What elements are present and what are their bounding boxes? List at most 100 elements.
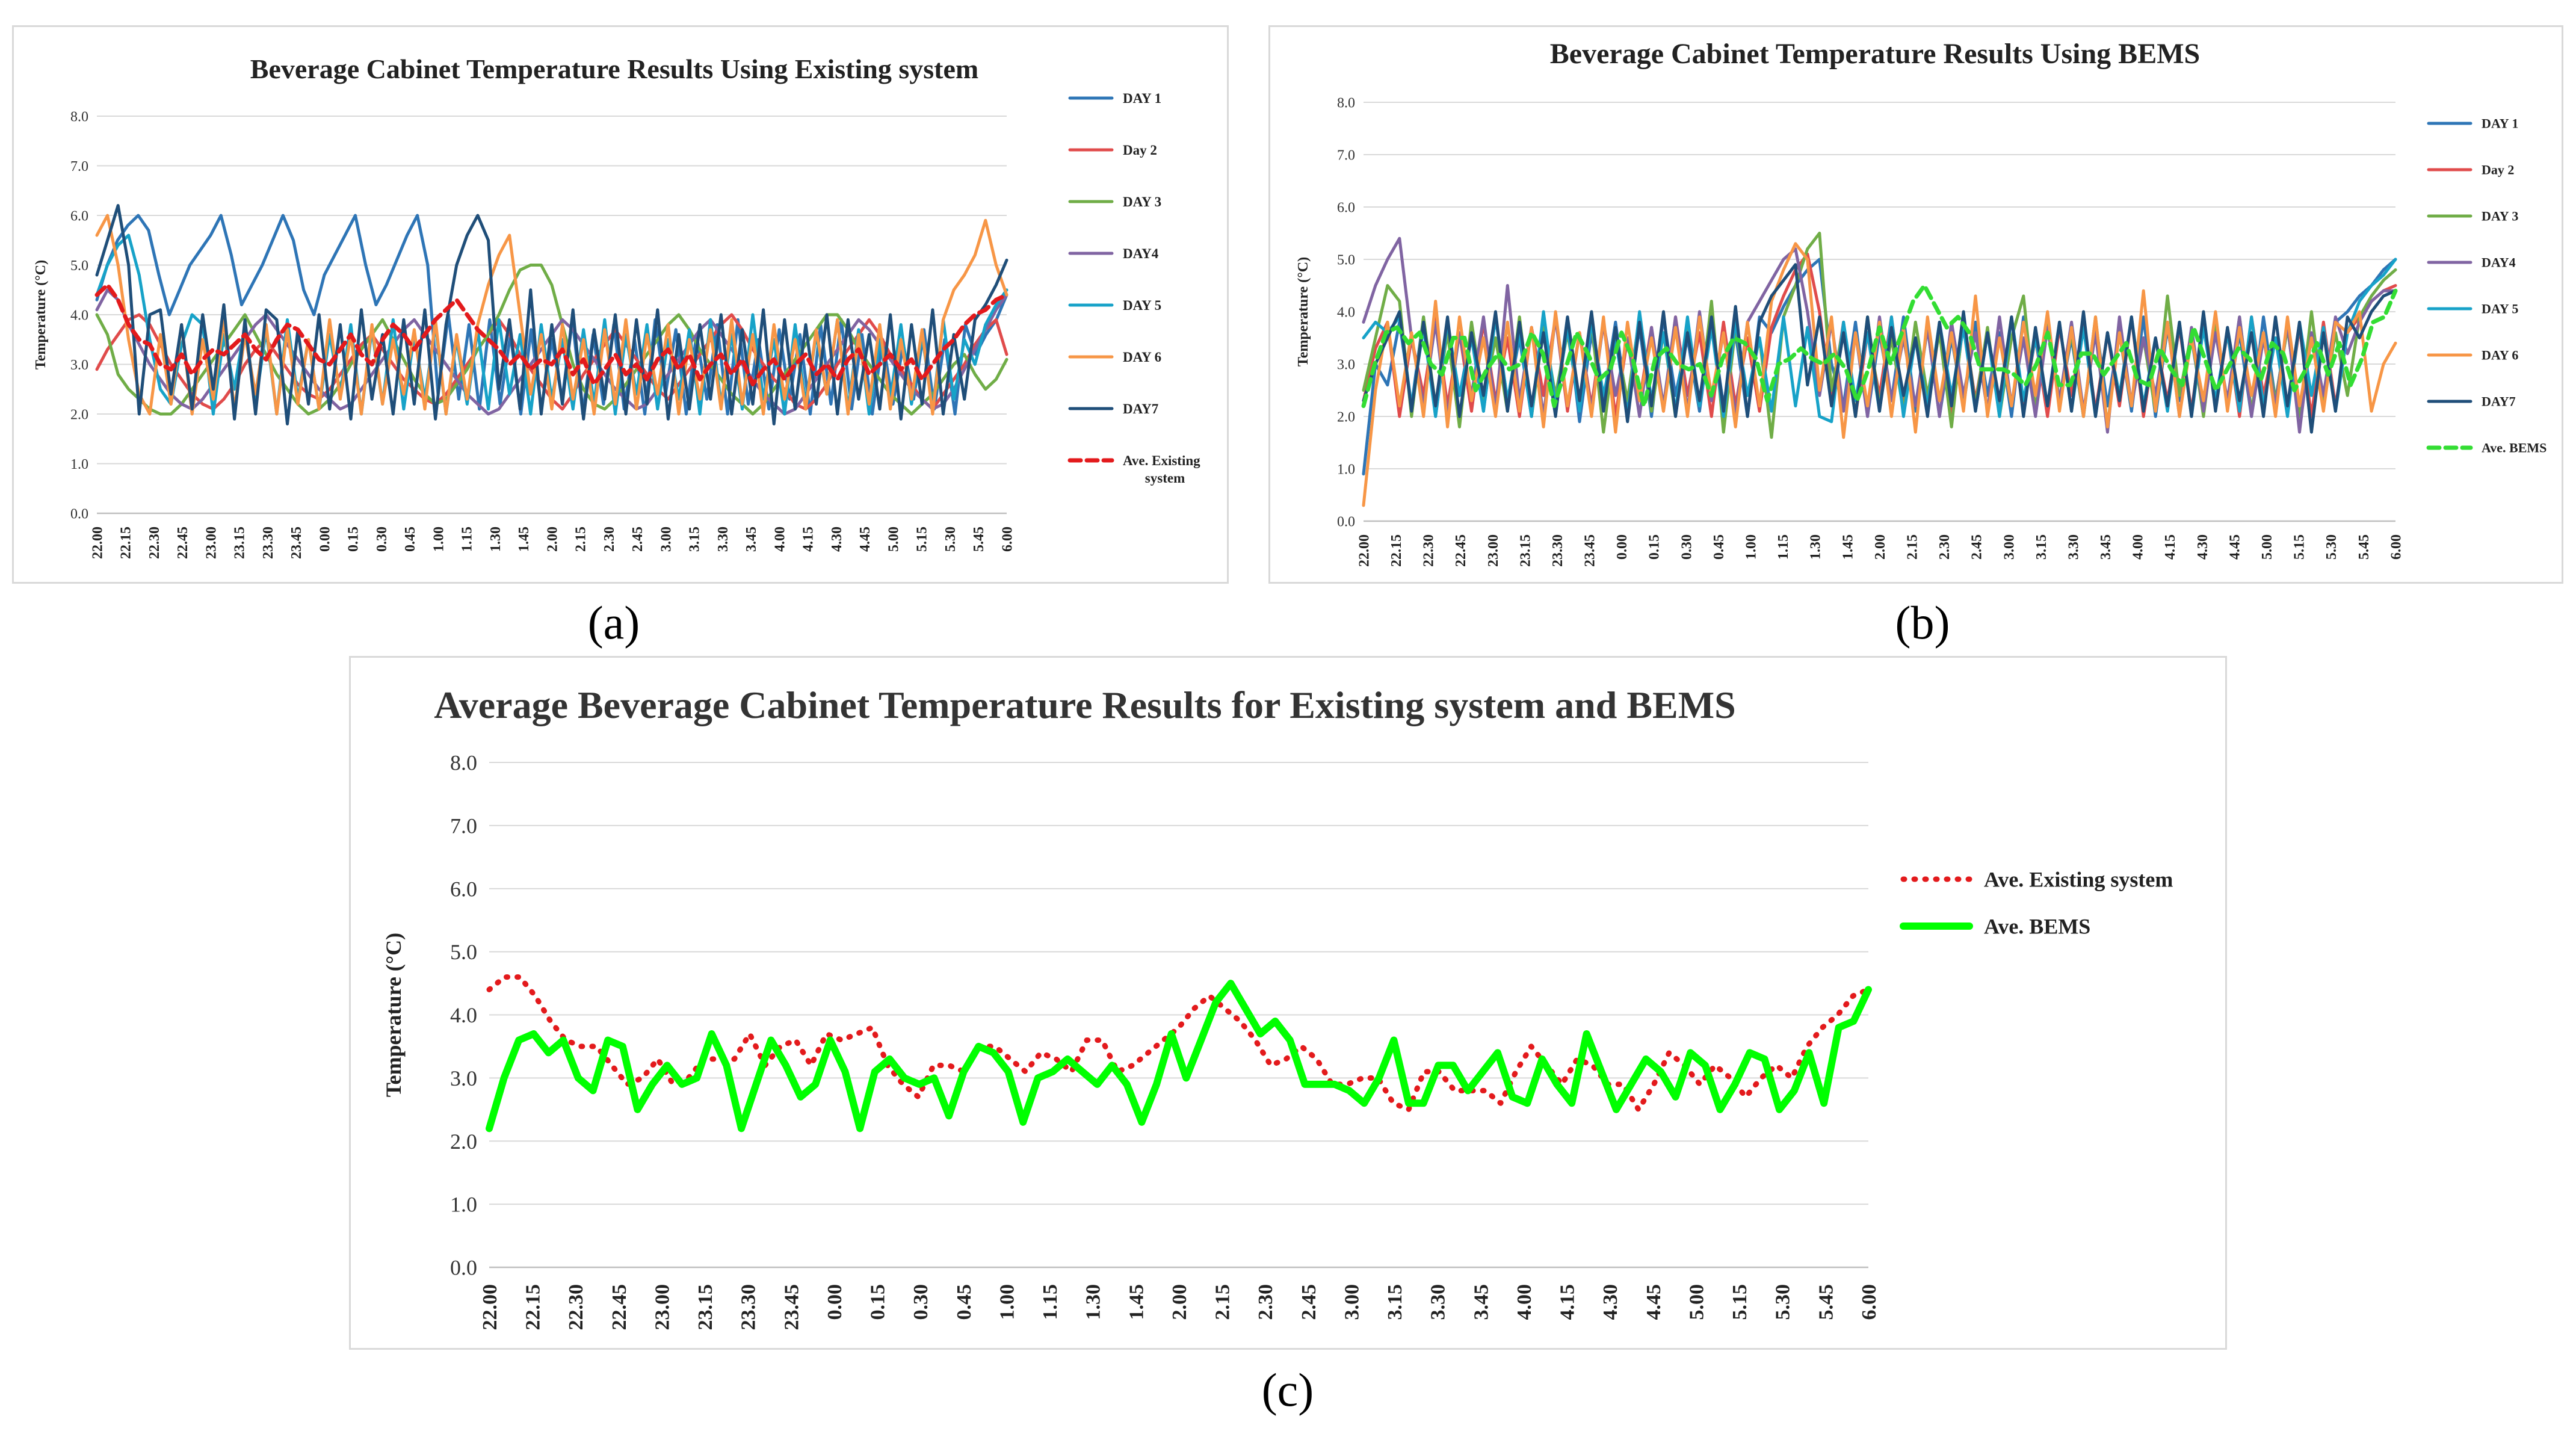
chart-a-legend-label: DAY7: [1123, 401, 1158, 416]
chart-b-x-tick-label: 0.30: [1679, 534, 1694, 560]
chart-a-legend-label: DAY 3: [1123, 194, 1161, 209]
chart-b-x-tick-label: 4.15: [2163, 534, 2178, 560]
chart-a-legend-label: DAY4: [1123, 246, 1159, 261]
chart-a-x-tick-label: 22.15: [119, 527, 134, 559]
chart-c-svg: Average Beverage Cabinet Temperature Res…: [381, 684, 2173, 1330]
chart-b-y-tick-label: 0.0: [1337, 514, 1355, 530]
chart-b-x-tick-label: 2.15: [1904, 534, 1920, 560]
chart-b-x-tick-label: 3.15: [2034, 534, 2049, 560]
chart-a-x-tick-label: 1.30: [488, 527, 504, 552]
chart-b-y-tick-label: 5.0: [1337, 252, 1355, 268]
chart-b-x-tick-label: 5.45: [2356, 534, 2372, 560]
chart-a-x-tick-label: 0.15: [346, 527, 362, 552]
chart-a-y-tick-label: 1.0: [70, 457, 88, 472]
chart-c-x-tick-label: 2.30: [1255, 1284, 1277, 1320]
chart-a-series-line-day-3: [95, 264, 1008, 416]
chart-b-legend-label: Ave. BEMS: [2482, 440, 2547, 456]
chart-b-x-tick-label: 23.15: [1518, 534, 1533, 567]
chart-c-y-tick-label: 6.0: [450, 877, 477, 901]
chart-a-x-tick-label: 22.45: [175, 527, 191, 559]
chart-a-title: Beverage Cabinet Temperature Results Usi…: [250, 54, 978, 84]
chart-a-x-tick-label: 5.00: [886, 527, 901, 552]
chart-a-x-tick-label: 5.45: [971, 527, 987, 552]
caption-c: (c): [1261, 1364, 1314, 1416]
chart-b-x-tick-label: 5.00: [2259, 534, 2275, 560]
chart-c-x-tick-label: 5.15: [1729, 1284, 1751, 1320]
chart-a-x-tick-label: 23.15: [232, 527, 248, 559]
chart-b-x-tick-label: 0.15: [1647, 534, 1663, 560]
chart-c-x-tick-label: 0.15: [867, 1284, 889, 1320]
chart-a-x-tick-label: 0.45: [403, 527, 418, 552]
chart-a-x-tick-label: 1.45: [516, 527, 532, 552]
chart-c-x-tick-label: 23.45: [780, 1284, 803, 1330]
chart-panel-b: Beverage Cabinet Temperature Results Usi…: [1268, 25, 2563, 584]
chart-a-y-tick-label: 4.0: [70, 308, 88, 323]
chart-panel-a: Beverage Cabinet Temperature Results Usi…: [12, 25, 1229, 584]
chart-b-x-tick-label: 22.00: [1356, 534, 1372, 567]
chart-c-x-tick-label: 1.30: [1083, 1284, 1105, 1320]
chart-a-x-tick-label: 4.45: [857, 527, 873, 552]
chart-b-x-tick-label: 1.45: [1840, 534, 1856, 560]
chart-c-title: Average Beverage Cabinet Temperature Res…: [434, 684, 1735, 726]
chart-a-legend-label-cont: system: [1145, 471, 1185, 486]
chart-a-y-tick-label: 5.0: [70, 258, 88, 274]
chart-c-x-tick-label: 23.15: [694, 1284, 717, 1330]
chart-a-x-tick-label: 1.15: [460, 527, 475, 552]
chart-c-x-tick-label: 1.15: [1039, 1284, 1061, 1320]
chart-c-y-tick-label: 2.0: [450, 1130, 477, 1154]
chart-c-legend-label: Ave. Existing system: [1984, 868, 2173, 892]
chart-b-series-line-day-6: [1362, 242, 2397, 507]
chart-c-y-tick-label: 7.0: [450, 814, 477, 838]
chart-b-x-tick-label: 3.45: [2098, 534, 2114, 560]
chart-b-x-tick-label: 22.15: [1389, 534, 1404, 567]
chart-b-x-tick-label: 6.00: [2388, 534, 2404, 560]
chart-c-x-tick-label: 23.00: [651, 1284, 673, 1330]
chart-a-legend-label: DAY 1: [1123, 91, 1161, 106]
chart-a-series-line-day-1: [95, 214, 1008, 416]
chart-c-x-tick-label: 4.30: [1599, 1284, 1622, 1320]
chart-b-x-tick-label: 23.30: [1550, 534, 1566, 567]
chart-c-x-tick-label: 3.15: [1384, 1284, 1406, 1320]
chart-c-x-tick-label: 3.00: [1341, 1284, 1363, 1320]
chart-c-x-tick-label: 3.45: [1470, 1284, 1492, 1320]
chart-a-x-tick-label: 6.00: [999, 527, 1015, 552]
chart-c-y-tick-label: 8.0: [450, 751, 477, 775]
chart-b-x-tick-label: 22.30: [1421, 534, 1437, 567]
chart-a-x-tick-label: 2.30: [602, 527, 617, 552]
chart-b-y-tick-label: 2.0: [1337, 409, 1355, 425]
chart-a-x-tick-label: 4.00: [772, 527, 788, 552]
chart-c-x-tick-label: 5.00: [1685, 1284, 1708, 1320]
chart-b-x-tick-label: 5.30: [2324, 534, 2340, 560]
chart-b-x-tick-label: 23.00: [1486, 534, 1501, 567]
chart-b-y-tick-label: 6.0: [1337, 200, 1355, 215]
chart-c-x-tick-label: 6.00: [1858, 1284, 1880, 1320]
chart-a-x-tick-label: 4.15: [801, 527, 817, 552]
chart-b-x-tick-label: 23.45: [1583, 534, 1598, 567]
chart-b-legend-label: DAY 6: [2482, 348, 2518, 363]
chart-c-x-tick-label: 4.45: [1643, 1284, 1665, 1320]
chart-a-y-tick-label: 6.0: [70, 208, 88, 224]
chart-c-x-tick-label: 22.00: [479, 1284, 501, 1330]
chart-b-x-tick-label: 2.00: [1873, 534, 1888, 560]
chart-b-y-tick-label: 7.0: [1337, 147, 1355, 163]
chart-a-x-tick-label: 22.00: [90, 527, 105, 559]
chart-b-svg: Beverage Cabinet Temperature Results Usi…: [1296, 38, 2547, 567]
chart-c-x-tick-label: 5.45: [1815, 1284, 1837, 1320]
chart-b-legend-label: DAY 1: [2482, 116, 2518, 131]
chart-b-x-tick-label: 4.45: [2227, 534, 2243, 560]
chart-b-x-tick-label: 3.30: [2066, 534, 2081, 560]
chart-c-x-tick-label: 5.30: [1772, 1284, 1794, 1320]
chart-b-x-tick-label: 2.45: [1969, 534, 1985, 560]
chart-b-x-tick-label: 4.00: [2131, 534, 2146, 560]
chart-a-x-tick-label: 0.00: [317, 527, 333, 552]
chart-a-x-tick-label: 22.30: [147, 527, 162, 559]
chart-c-y-tick-label: 5.0: [450, 940, 477, 964]
chart-b-x-tick-label: 1.15: [1776, 534, 1791, 560]
chart-b-legend-label: DAY7: [2482, 394, 2516, 409]
chart-a-legend-label: DAY 6: [1123, 350, 1161, 365]
chart-b-y-tick-label: 1.0: [1337, 462, 1355, 477]
chart-b-x-tick-label: 4.30: [2195, 534, 2211, 560]
chart-b-x-tick-label: 0.00: [1614, 534, 1630, 560]
chart-a-x-tick-label: 23.45: [289, 527, 304, 559]
chart-a-x-tick-label: 2.00: [545, 527, 560, 552]
